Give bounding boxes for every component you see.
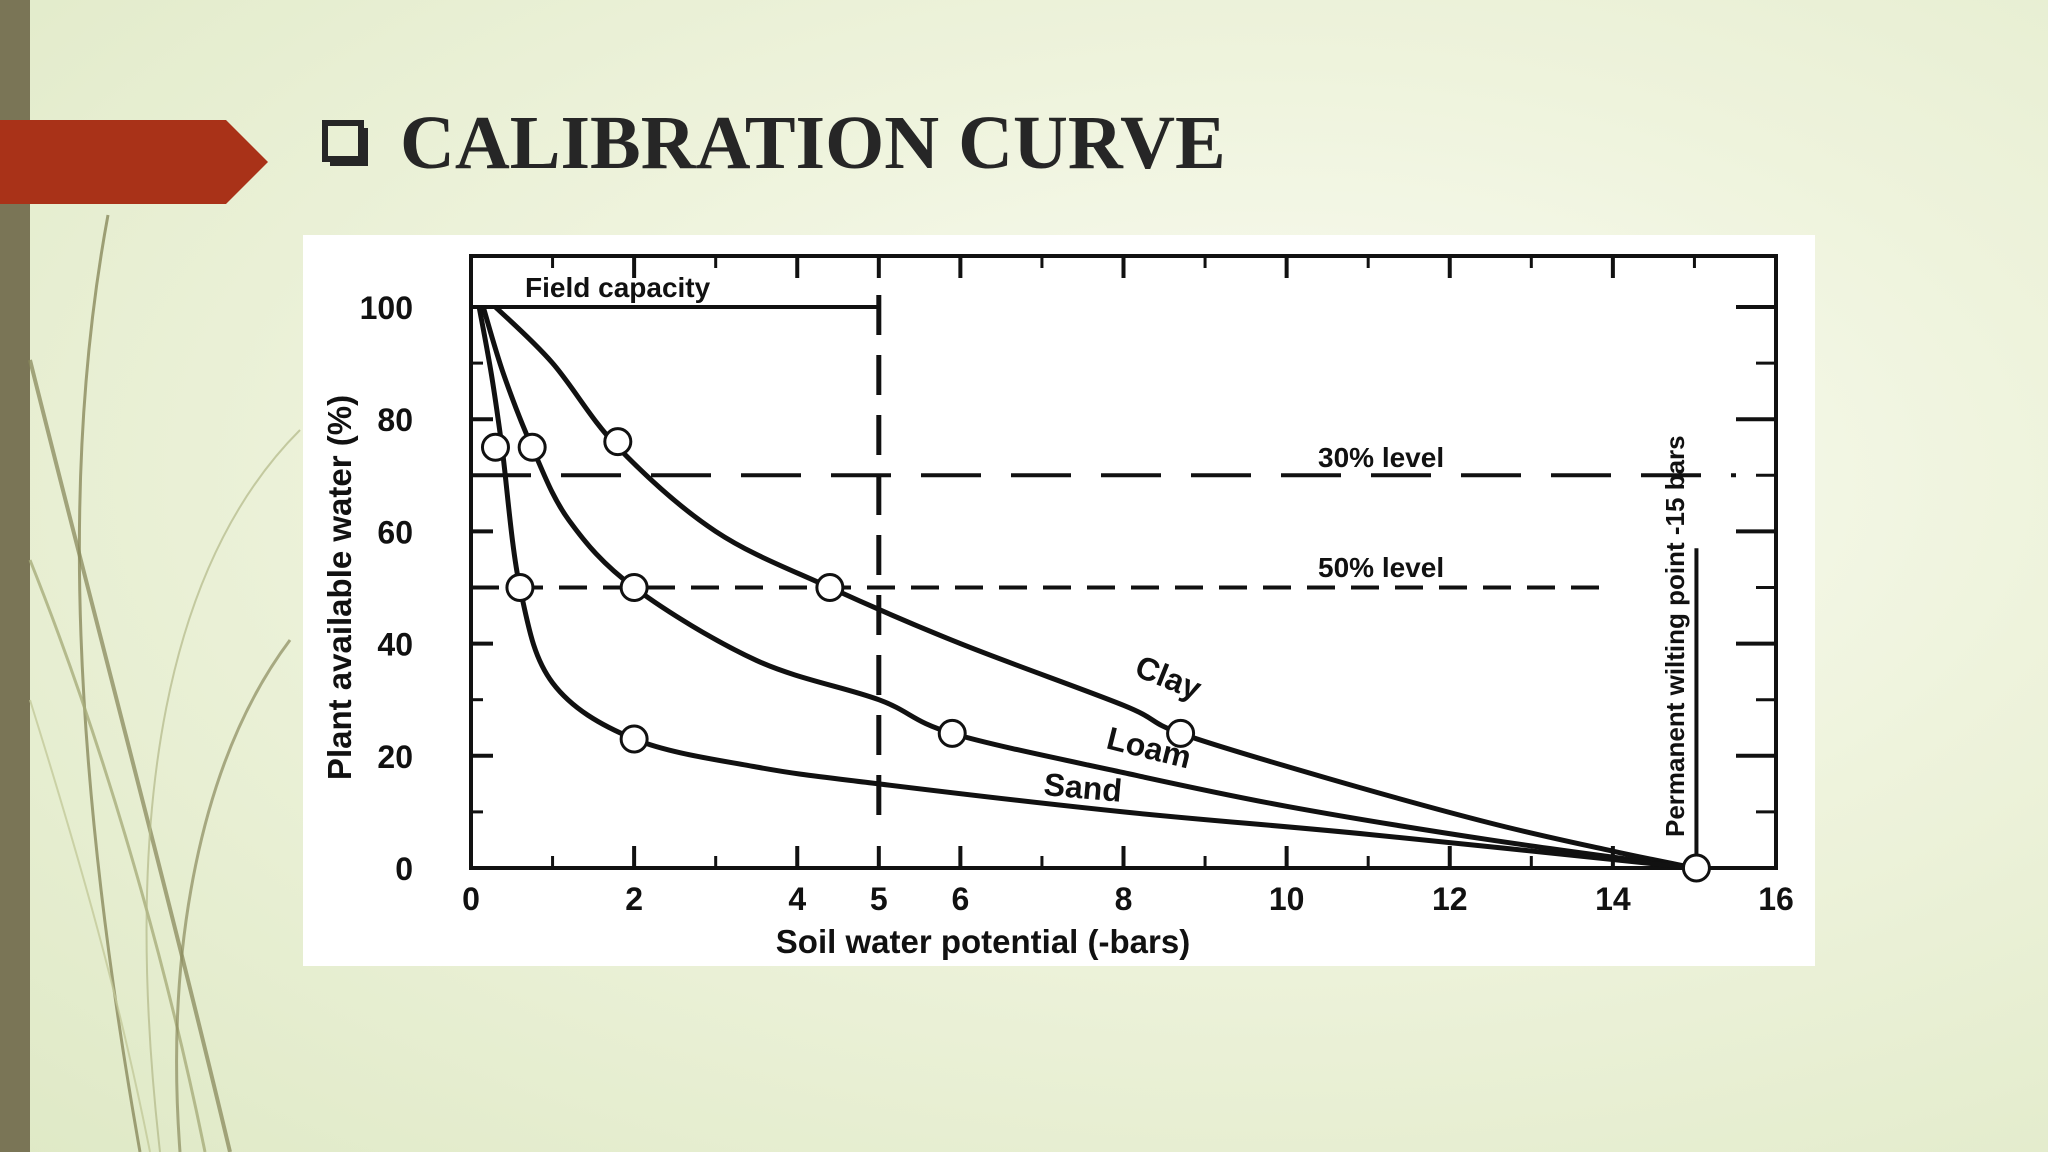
y-tick-label: 20 [377,739,413,775]
level-30-label: 30% level [1318,442,1444,473]
x-tick-label: 4 [788,881,806,917]
loam-curve [480,306,1695,871]
loam-marker [619,573,649,602]
sand-marker [505,573,535,602]
x-tick-label: 2 [625,881,643,917]
y-tick-label: 60 [377,514,413,550]
sand-marker [619,724,649,754]
wilting-point-marker [1681,853,1711,883]
clay-marker [603,427,633,457]
chart-panel: 0 2 4 5 6 8 10 12 14 16 0 20 40 60 80 100 Soil water pot… [303,235,1815,966]
y-tick-label: 40 [377,627,413,663]
x-tick-label: 14 [1595,881,1631,917]
x-tick-label: 16 [1758,881,1794,917]
clay-marker [1166,718,1196,748]
loam-marker [517,432,547,462]
clay-label: Clay [1130,648,1206,707]
x-axis-label: Soil water potential (-bars) [776,923,1190,960]
sand-label: Sand [1042,766,1123,809]
x-tick-label: 6 [951,881,969,917]
x-tick-label: 10 [1269,881,1305,917]
x-tick-label: 0 [462,881,480,917]
title-arrow-shape [0,120,268,204]
sand-curve [476,306,1695,871]
y-tick-label: 0 [395,851,413,887]
slide-title-text: CALIBRATION CURVE [400,100,1226,185]
clay-marker [815,573,845,602]
calibration-chart: 0 2 4 5 6 8 10 12 14 16 0 20 40 60 80 100 Soil water pot… [321,254,1794,960]
slide-title: CALIBRATION CURVE [322,98,1226,188]
field-capacity-label: Field capacity [525,272,711,303]
level-50-label: 50% level [1318,552,1444,583]
y-axis-label: Plant available water (%) [321,395,358,780]
y-tick-label: 100 [360,290,413,326]
x-tick-label: 5 [870,881,888,917]
decorative-grass-lines [28,214,301,1152]
wilting-point-label: Permanent wilting point -15 bars [1660,435,1690,837]
x-tick-label: 12 [1432,881,1468,917]
plot-frame [469,254,1778,870]
loam-marker [937,718,967,748]
sand-marker [480,432,510,462]
hollow-square-icon [322,120,364,162]
x-tick-label: 8 [1115,881,1133,917]
y-tick-label: 80 [377,402,413,438]
